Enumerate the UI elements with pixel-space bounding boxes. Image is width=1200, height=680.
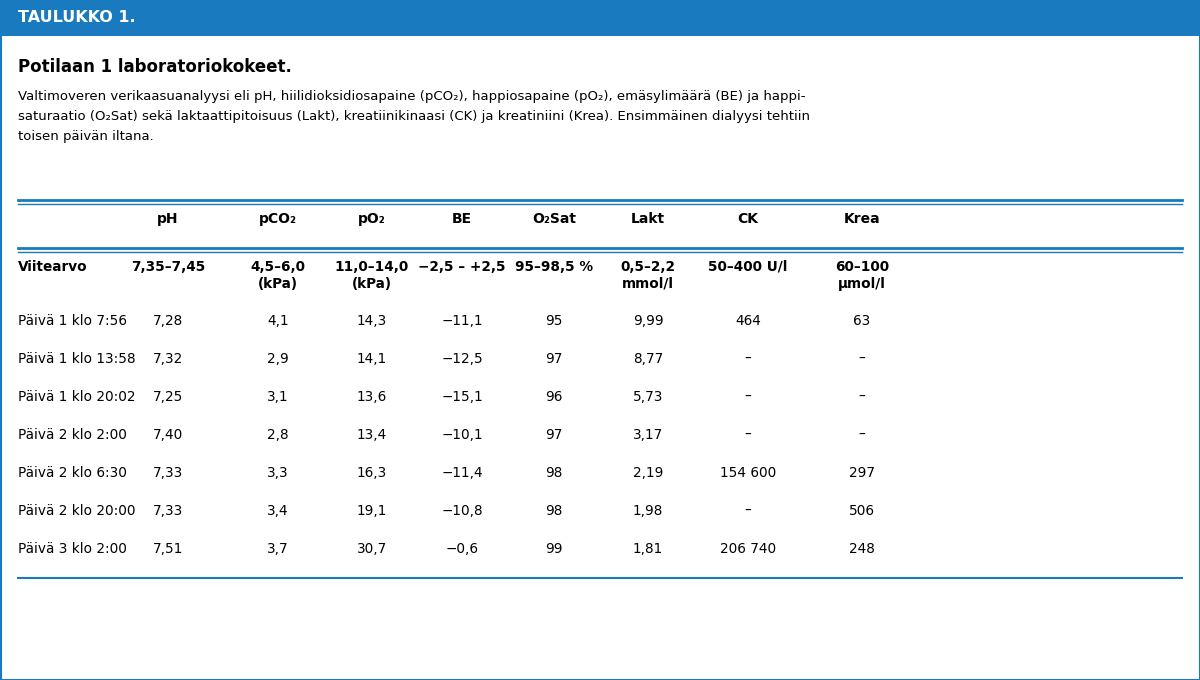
Text: Lakt: Lakt — [631, 212, 665, 226]
Text: pCO₂: pCO₂ — [259, 212, 298, 226]
Text: −11,1: −11,1 — [442, 314, 482, 328]
Text: 2,8: 2,8 — [268, 428, 289, 442]
Text: Valtimoveren verikaasuanalyysi eli pH, hiilidioksidiosapaine (pCO₂), happiosapai: Valtimoveren verikaasuanalyysi eli pH, h… — [18, 90, 805, 103]
Text: –: – — [745, 504, 751, 518]
Text: Päivä 2 klo 20:00: Päivä 2 klo 20:00 — [18, 504, 136, 518]
Text: −11,4: −11,4 — [442, 466, 482, 480]
Text: O₂Sat: O₂Sat — [532, 212, 576, 226]
Text: 1,81: 1,81 — [632, 542, 664, 556]
Text: 7,25: 7,25 — [152, 390, 184, 404]
Text: Viitearvo: Viitearvo — [18, 260, 88, 274]
Text: −10,1: −10,1 — [442, 428, 482, 442]
Text: Krea: Krea — [844, 212, 881, 226]
Text: 7,40: 7,40 — [152, 428, 184, 442]
Text: 5,73: 5,73 — [632, 390, 664, 404]
Text: 95: 95 — [545, 314, 563, 328]
Text: –: – — [745, 352, 751, 366]
Text: 60–100
μmol/l: 60–100 μmol/l — [835, 260, 889, 291]
Text: 1,98: 1,98 — [632, 504, 664, 518]
Text: 14,3: 14,3 — [356, 314, 388, 328]
Text: 99: 99 — [545, 542, 563, 556]
Text: 2,19: 2,19 — [632, 466, 664, 480]
Text: –: – — [859, 352, 865, 366]
Text: 19,1: 19,1 — [356, 504, 388, 518]
Text: TAULUKKO 1.: TAULUKKO 1. — [18, 10, 136, 25]
Text: 297: 297 — [850, 466, 875, 480]
Text: 97: 97 — [545, 352, 563, 366]
Text: 206 740: 206 740 — [720, 542, 776, 556]
Text: 11,0–14,0
(kPa): 11,0–14,0 (kPa) — [335, 260, 409, 291]
Text: 14,1: 14,1 — [356, 352, 388, 366]
Text: 7,32: 7,32 — [152, 352, 184, 366]
Text: 7,33: 7,33 — [152, 504, 184, 518]
Text: 97: 97 — [545, 428, 563, 442]
Text: 16,3: 16,3 — [356, 466, 388, 480]
Text: 464: 464 — [736, 314, 761, 328]
Text: 3,3: 3,3 — [268, 466, 289, 480]
Text: 13,6: 13,6 — [356, 390, 388, 404]
Text: pH: pH — [157, 212, 179, 226]
Text: 3,1: 3,1 — [268, 390, 289, 404]
Text: Päivä 1 klo 13:58: Päivä 1 klo 13:58 — [18, 352, 136, 366]
Text: –: – — [859, 390, 865, 404]
Text: 3,7: 3,7 — [268, 542, 289, 556]
Text: 4,5–6,0
(kPa): 4,5–6,0 (kPa) — [251, 260, 306, 291]
Text: Päivä 3 klo 2:00: Päivä 3 klo 2:00 — [18, 542, 127, 556]
Text: BE: BE — [452, 212, 472, 226]
Text: Päivä 1 klo 7:56: Päivä 1 klo 7:56 — [18, 314, 127, 328]
Text: Päivä 2 klo 6:30: Päivä 2 klo 6:30 — [18, 466, 127, 480]
Text: 506: 506 — [850, 504, 875, 518]
Text: Potilaan 1 laboratoriokokeet.: Potilaan 1 laboratoriokokeet. — [18, 58, 292, 76]
Text: −12,5: −12,5 — [442, 352, 482, 366]
Text: 7,33: 7,33 — [152, 466, 184, 480]
Text: 13,4: 13,4 — [356, 428, 388, 442]
Text: 96: 96 — [545, 390, 563, 404]
Text: –: – — [859, 428, 865, 442]
Text: −2,5 – +2,5: −2,5 – +2,5 — [419, 260, 505, 274]
Text: 98: 98 — [545, 504, 563, 518]
Text: 4,1: 4,1 — [268, 314, 289, 328]
Text: 154 600: 154 600 — [720, 466, 776, 480]
Text: –: – — [745, 428, 751, 442]
Text: toisen päivän iltana.: toisen päivän iltana. — [18, 130, 154, 143]
Text: 50–400 U/l: 50–400 U/l — [708, 260, 787, 274]
Text: 98: 98 — [545, 466, 563, 480]
Text: −0,6: −0,6 — [445, 542, 479, 556]
Bar — [0, 0, 1200, 36]
Text: –: – — [745, 390, 751, 404]
Text: 3,4: 3,4 — [268, 504, 289, 518]
Text: 30,7: 30,7 — [356, 542, 388, 556]
Text: −15,1: −15,1 — [442, 390, 482, 404]
Text: 95–98,5 %: 95–98,5 % — [515, 260, 593, 274]
Text: 248: 248 — [850, 542, 875, 556]
Text: saturaatio (O₂Sat) sekä laktaattipitoisuus (Lakt), kreatiinikinaasi (CK) ja krea: saturaatio (O₂Sat) sekä laktaattipitoisu… — [18, 110, 810, 123]
Text: 3,17: 3,17 — [632, 428, 664, 442]
Text: 0,5–2,2
mmol/l: 0,5–2,2 mmol/l — [620, 260, 676, 291]
Text: Päivä 1 klo 20:02: Päivä 1 klo 20:02 — [18, 390, 136, 404]
Text: 7,28: 7,28 — [152, 314, 184, 328]
Text: 2,9: 2,9 — [268, 352, 289, 366]
Text: 8,77: 8,77 — [632, 352, 664, 366]
Text: 9,99: 9,99 — [632, 314, 664, 328]
Text: −10,8: −10,8 — [442, 504, 482, 518]
Text: Päivä 2 klo 2:00: Päivä 2 klo 2:00 — [18, 428, 127, 442]
Text: 7,35–7,45: 7,35–7,45 — [131, 260, 205, 274]
Text: 63: 63 — [853, 314, 871, 328]
Text: pO₂: pO₂ — [358, 212, 386, 226]
Text: CK: CK — [738, 212, 758, 226]
Text: 7,51: 7,51 — [152, 542, 184, 556]
